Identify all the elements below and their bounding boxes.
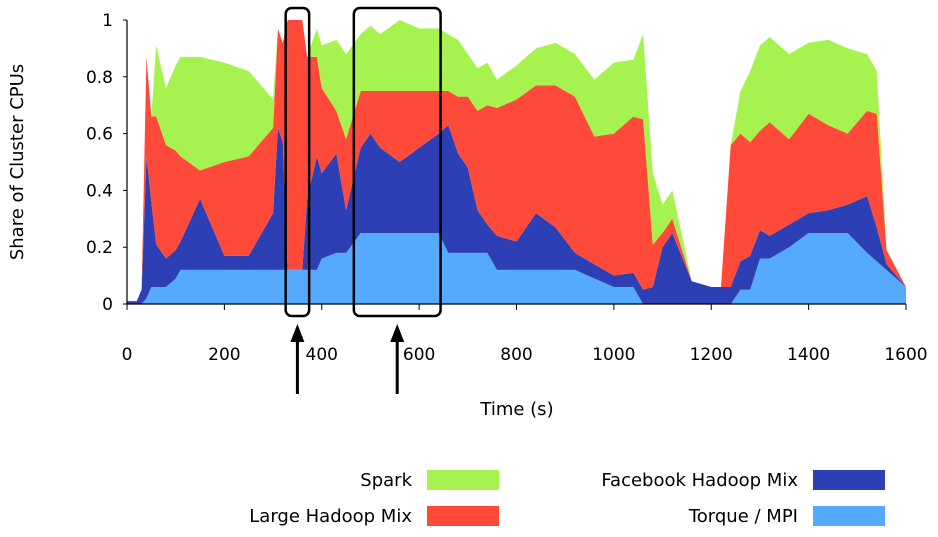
area-large-hadoop-mix xyxy=(127,20,906,302)
highlight-box xyxy=(284,6,311,318)
x-tick-label: 400 xyxy=(306,345,338,365)
chart-annotations xyxy=(284,6,442,394)
x-tick-label: 1400 xyxy=(787,345,830,365)
highlight-box xyxy=(352,6,442,318)
chart-axes xyxy=(123,19,907,310)
y-tick-labels: 0 0.2 0.4 0.6 0.8 1 xyxy=(86,11,113,315)
legend-swatch xyxy=(813,470,885,490)
y-tick-label: 0.8 xyxy=(86,68,113,88)
legend-swatch xyxy=(813,506,885,526)
chart-areas xyxy=(127,20,906,304)
legend-item-torque-mpi: Torque / MPI xyxy=(688,506,885,527)
chart-legend: Spark Large Hadoop Mix Facebook Hadoop Mix… xyxy=(249,470,885,527)
legend-label: Spark xyxy=(360,470,412,491)
y-tick-label: 1 xyxy=(102,11,113,31)
area-torque-mpi xyxy=(127,233,906,304)
x-tick-label: 600 xyxy=(403,345,435,365)
x-tick-label: 1000 xyxy=(592,345,635,365)
area-facebook-hadoop-mix xyxy=(127,125,906,304)
legend-swatch xyxy=(427,470,499,490)
x-tick-label: 0 xyxy=(122,345,133,365)
legend-label: Large Hadoop Mix xyxy=(249,506,412,527)
x-axis-label: Time (s) xyxy=(479,399,553,420)
y-tick-label: 0.4 xyxy=(86,181,113,201)
x-tick-label: 1600 xyxy=(884,345,927,365)
legend-item-facebook-hadoop-mix: Facebook Hadoop Mix xyxy=(601,470,885,491)
x-tick-labels: 0 200 400 600 800 1000 1200 1400 1600 xyxy=(122,345,928,365)
legend-label: Facebook Hadoop Mix xyxy=(601,470,798,491)
y-tick-label: 0.2 xyxy=(86,238,113,258)
legend-swatch xyxy=(427,506,499,526)
legend-item-spark: Spark xyxy=(360,470,499,491)
y-tick-label: 0 xyxy=(102,295,113,315)
arrow-head xyxy=(290,324,305,342)
y-axis-label: Share of Cluster CPUs xyxy=(7,64,28,260)
x-tick-label: 800 xyxy=(500,345,532,365)
arrow-head xyxy=(390,324,405,342)
legend-item-large-hadoop-mix: Large Hadoop Mix xyxy=(249,506,499,527)
y-tick-label: 0.6 xyxy=(86,125,113,145)
x-tick-label: 1200 xyxy=(690,345,733,365)
x-tick-label: 200 xyxy=(208,345,240,365)
legend-label: Torque / MPI xyxy=(688,506,798,527)
area-spark xyxy=(127,20,906,302)
